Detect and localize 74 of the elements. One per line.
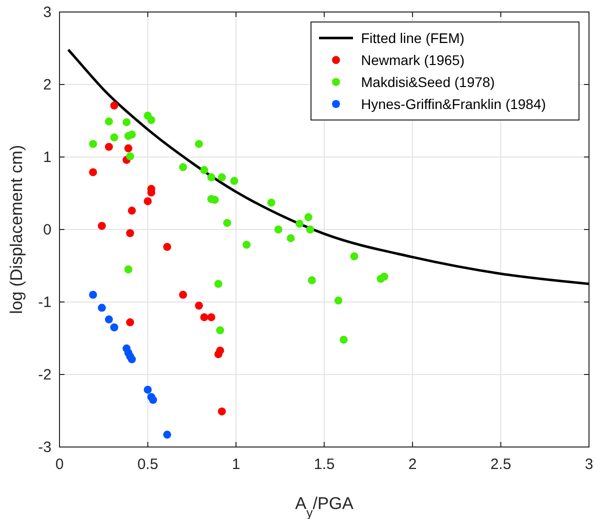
point bbox=[89, 140, 98, 148]
point bbox=[122, 118, 131, 126]
point bbox=[163, 430, 172, 439]
point bbox=[110, 133, 118, 142]
point bbox=[104, 117, 113, 126]
point bbox=[230, 176, 238, 185]
y-tick-label: 0 bbox=[43, 222, 52, 238]
point bbox=[179, 290, 188, 299]
point bbox=[218, 407, 226, 416]
point bbox=[274, 226, 282, 234]
point bbox=[286, 234, 295, 242]
y-tick-label: -2 bbox=[38, 366, 52, 384]
legend-label: Hynes-Griffin&Franklin (1984) bbox=[361, 96, 546, 112]
point bbox=[98, 304, 106, 312]
point bbox=[296, 220, 304, 228]
point bbox=[147, 116, 156, 124]
point bbox=[194, 302, 203, 310]
point bbox=[110, 323, 118, 332]
point bbox=[306, 226, 314, 234]
point bbox=[200, 166, 208, 174]
point bbox=[126, 229, 134, 238]
point bbox=[126, 152, 134, 160]
point bbox=[89, 290, 98, 299]
y-tick-label: 3 bbox=[43, 4, 52, 21]
x-tick-label: 1.5 bbox=[314, 456, 335, 473]
point bbox=[223, 218, 232, 227]
x-tick-label: 0 bbox=[55, 456, 64, 473]
point bbox=[340, 336, 348, 344]
legend-label: Makdisi&Seed (1978) bbox=[361, 74, 495, 90]
point bbox=[216, 326, 224, 334]
point bbox=[380, 272, 388, 281]
point bbox=[124, 144, 132, 152]
point bbox=[194, 140, 203, 148]
point bbox=[89, 168, 98, 176]
point bbox=[304, 213, 312, 222]
point bbox=[98, 222, 106, 230]
line-series bbox=[67, 48, 590, 286]
point bbox=[104, 142, 113, 151]
point bbox=[214, 350, 222, 358]
point bbox=[104, 315, 113, 324]
legend-label: Fitted line (FEM) bbox=[361, 30, 464, 46]
x-tick-label: 2 bbox=[408, 456, 417, 473]
point bbox=[308, 276, 316, 284]
point bbox=[207, 173, 216, 182]
legend-label: Newmark (1965) bbox=[361, 52, 464, 68]
y-tick-label: -3 bbox=[38, 439, 52, 456]
y-tick-label: 1 bbox=[43, 149, 52, 166]
x-tick-label: 2.5 bbox=[490, 456, 512, 473]
point bbox=[149, 396, 158, 404]
point bbox=[267, 198, 276, 207]
y-axis-title: log (Displacement cm) bbox=[7, 144, 26, 314]
point bbox=[124, 265, 132, 274]
point bbox=[350, 252, 358, 260]
point bbox=[200, 313, 208, 322]
point bbox=[126, 318, 134, 326]
x-tick-label: 3 bbox=[584, 456, 594, 473]
point bbox=[110, 102, 118, 110]
point bbox=[144, 386, 152, 394]
point bbox=[218, 173, 226, 182]
point bbox=[214, 280, 222, 288]
point bbox=[207, 313, 216, 322]
x-tick-label: 0.5 bbox=[137, 456, 158, 473]
point bbox=[242, 240, 251, 249]
point bbox=[179, 163, 188, 172]
x-axis-title: A$_{y}$/PGA bbox=[295, 494, 354, 519]
y-tick-label: -1 bbox=[38, 294, 52, 311]
point bbox=[128, 130, 136, 139]
point bbox=[144, 197, 152, 206]
y-tick-label: 2 bbox=[43, 76, 52, 94]
point bbox=[128, 206, 136, 215]
x-tick-label: 1 bbox=[232, 456, 240, 473]
point bbox=[334, 296, 342, 305]
point bbox=[128, 355, 136, 364]
point bbox=[163, 242, 172, 251]
